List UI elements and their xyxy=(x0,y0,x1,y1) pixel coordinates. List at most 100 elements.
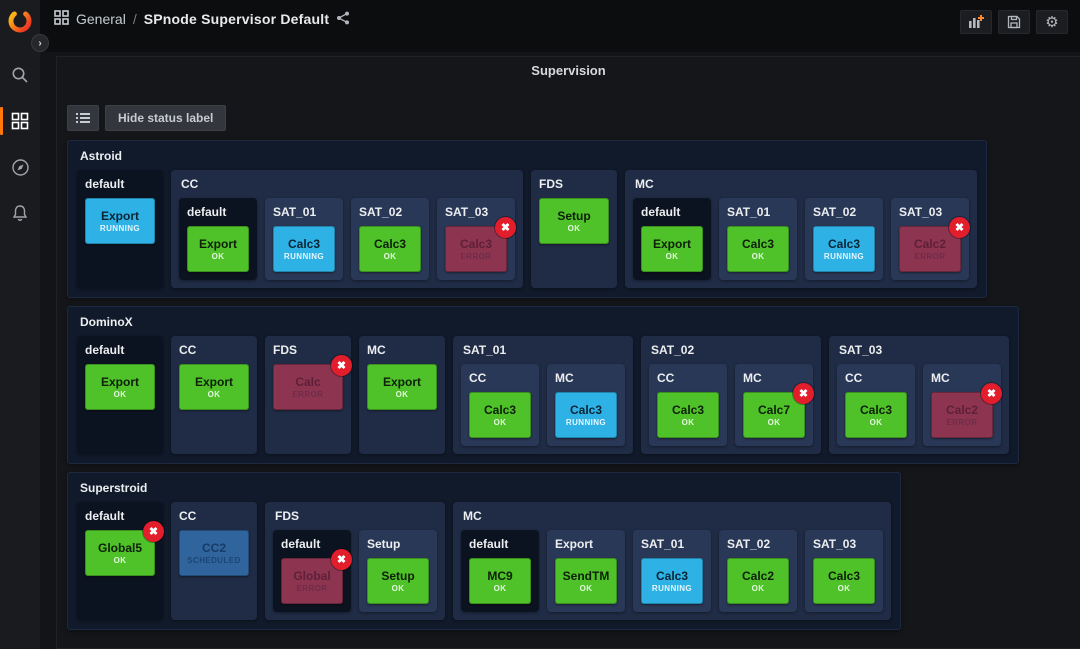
error-badge-icon: ✖ xyxy=(331,549,352,570)
status-button-calc3[interactable]: Calc3 OK xyxy=(469,392,531,438)
node-default: default Export RUNNING xyxy=(77,170,163,288)
group-label: MC xyxy=(635,177,654,191)
status-button-global5[interactable]: Global5 OK ✖ xyxy=(85,521,164,576)
row-items: default Global5 OK ✖ CC CC2 SCHEDULED FDS defaul… xyxy=(68,502,900,620)
status-button-state: OK xyxy=(493,583,507,593)
status-button-export[interactable]: Export RUNNING xyxy=(85,198,155,244)
explore-icon[interactable] xyxy=(0,148,40,186)
status-button-setup[interactable]: Setup OK xyxy=(367,558,429,604)
grafana-logo-icon[interactable] xyxy=(7,8,33,34)
add-panel-button[interactable] xyxy=(960,10,992,34)
status-button-label: Export xyxy=(100,374,139,389)
group-label: MC xyxy=(463,509,482,523)
row-label: DominoX xyxy=(80,315,133,329)
panel-title[interactable]: Supervision xyxy=(531,63,606,78)
hide-status-label-button[interactable]: Hide status label xyxy=(105,105,227,131)
status-button-state: OK xyxy=(211,251,225,261)
status-button-sendtm[interactable]: SendTM OK xyxy=(555,558,617,604)
breadcrumb[interactable]: General / SPnode Supervisor Default xyxy=(54,10,350,28)
search-icon[interactable] xyxy=(0,56,40,94)
status-button-calc2[interactable]: Calc2 OK xyxy=(727,558,789,604)
group-mc: MC default Export OK SAT_01 Calc3 OK SAT_02 Calc… xyxy=(625,170,977,288)
status-button-label: Calc3 xyxy=(827,236,861,251)
main-area: General / SPnode Supervisor Default xyxy=(40,0,1080,649)
status-button-calc2[interactable]: Calc2 ERROR ✖ xyxy=(931,383,1002,438)
error-badge-icon: ✖ xyxy=(143,521,164,542)
status-button-calc3[interactable]: Calc3 ERROR ✖ xyxy=(445,217,516,272)
group-mc: MC default MC9 OK Export SendTM OK SAT_01 Calc3 R… xyxy=(453,502,891,620)
node-fds: FDS Setup OK xyxy=(531,170,617,288)
node-default: default Export OK xyxy=(77,336,163,454)
node-label: CC xyxy=(469,371,487,385)
status-button-calc3[interactable]: Calc3 RUNNING xyxy=(273,226,335,272)
status-button-calc3[interactable]: Calc3 OK xyxy=(813,558,875,604)
error-badge-icon: ✖ xyxy=(495,217,516,238)
status-button-export[interactable]: Export OK xyxy=(641,226,703,272)
status-button-state: ERROR xyxy=(946,417,978,427)
status-button-calc3[interactable]: Calc3 OK xyxy=(727,226,789,272)
node-cc: CC CC2 SCHEDULED xyxy=(171,502,257,620)
top-navbar: General / SPnode Supervisor Default xyxy=(40,0,1080,52)
node-label: Setup xyxy=(367,537,401,551)
node-label: SAT_03 xyxy=(445,205,489,219)
dashboard-settings-button[interactable]: ⚙ xyxy=(1036,10,1068,34)
error-badge-icon: ✖ xyxy=(793,383,814,404)
status-button-label: SendTM xyxy=(562,568,610,583)
status-button-label: Setup xyxy=(557,208,591,223)
status-button-cc2[interactable]: CC2 SCHEDULED xyxy=(179,530,249,576)
sidebar: › xyxy=(0,0,49,649)
alerting-bell-icon[interactable] xyxy=(0,194,40,232)
status-button-state: OK xyxy=(567,223,581,233)
status-button-export[interactable]: Export OK xyxy=(179,364,249,410)
status-button-state: OK xyxy=(383,251,397,261)
status-button-calc3[interactable]: Calc3 RUNNING xyxy=(555,392,617,438)
status-button-label: Calc3 xyxy=(373,236,407,251)
node-default: default Export OK xyxy=(179,198,257,280)
status-button-calc3[interactable]: Calc3 OK xyxy=(845,392,907,438)
node-label: CC xyxy=(845,371,863,385)
status-button-state: OK xyxy=(767,417,781,427)
status-button-calc3[interactable]: Calc3 RUNNING xyxy=(813,226,875,272)
group-sat_02: SAT_02 CC Calc3 OK MC Calc7 OK ✖ xyxy=(641,336,821,454)
breadcrumb-title[interactable]: SPnode Supervisor Default xyxy=(143,11,330,27)
status-button-state: OK xyxy=(837,583,851,593)
list-view-button[interactable] xyxy=(67,105,99,131)
status-button-export[interactable]: Export OK xyxy=(85,364,155,410)
node-cc: CC Calc3 OK xyxy=(837,364,915,446)
status-button-state: RUNNING xyxy=(565,417,607,427)
dashboards-icon[interactable] xyxy=(0,102,40,140)
status-button-export[interactable]: Export OK xyxy=(187,226,249,272)
status-button-calc7[interactable]: Calc7 OK ✖ xyxy=(743,383,814,438)
sidebar-expand-button[interactable]: › xyxy=(31,34,49,52)
status-button-calc3[interactable]: Calc3 OK xyxy=(359,226,421,272)
status-button-calc3[interactable]: Calc3 RUNNING xyxy=(641,558,703,604)
node-label: Export xyxy=(555,537,594,551)
status-button-export[interactable]: Export OK xyxy=(367,364,437,410)
error-badge-icon: ✖ xyxy=(331,355,352,376)
node-label: CC xyxy=(179,343,197,357)
group-cc: CC default Export OK SAT_01 Calc3 RUNNING SAT_0… xyxy=(171,170,523,288)
group-sat_01: SAT_01 CC Calc3 OK MC Calc3 RUNNING xyxy=(453,336,633,454)
node-sat_03: SAT_03 Calc3 ERROR ✖ xyxy=(437,198,516,280)
status-button-setup[interactable]: Setup OK xyxy=(539,198,609,244)
row-items: default Export RUNNING CC default Export OK SAT… xyxy=(68,170,986,288)
status-button-label: Global xyxy=(293,568,331,583)
node-mc: MC Export OK xyxy=(359,336,445,454)
node-label: default xyxy=(85,509,125,523)
breadcrumb-section[interactable]: General xyxy=(76,11,126,27)
status-button-state: OK xyxy=(681,417,695,427)
node-mc: MC Calc7 OK ✖ xyxy=(735,364,814,446)
node-sat_01: SAT_01 Calc3 OK xyxy=(719,198,797,280)
node-label: SAT_02 xyxy=(813,205,857,219)
status-button-calc3[interactable]: Calc3 OK xyxy=(657,392,719,438)
status-button-label: Calc3 xyxy=(483,402,517,417)
share-icon[interactable] xyxy=(336,11,350,28)
status-button-state: ERROR xyxy=(460,251,492,261)
status-button-calc2[interactable]: Calc2 ERROR ✖ xyxy=(899,217,970,272)
node-label: default xyxy=(85,343,125,357)
status-button-global[interactable]: Global ERROR ✖ xyxy=(281,549,352,604)
status-button-mc9[interactable]: MC9 OK xyxy=(469,558,531,604)
status-button-calc[interactable]: Calc ERROR ✖ xyxy=(273,355,352,410)
error-badge-icon: ✖ xyxy=(981,383,1002,404)
save-dashboard-button[interactable] xyxy=(998,10,1030,34)
